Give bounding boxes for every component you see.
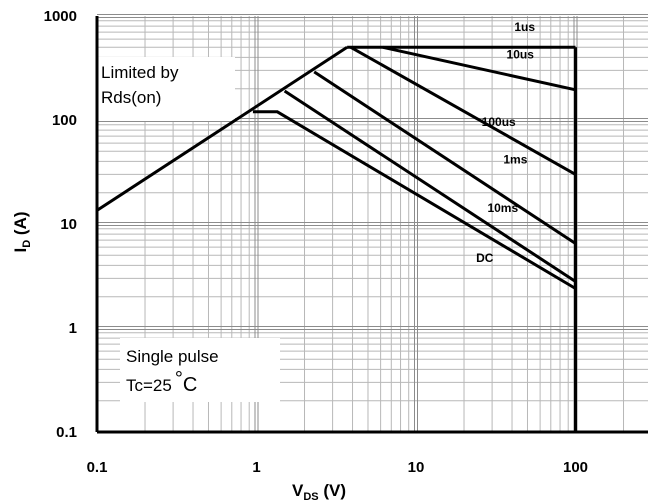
y-tick-label: 100 bbox=[52, 112, 77, 129]
series-line-limited-by-rds-on bbox=[96, 46, 348, 212]
tick-labels: 0.1 1 10 100 0.1 1 10 100 1000 bbox=[44, 8, 588, 476]
series-label-1us: 1us bbox=[514, 20, 535, 34]
y-tick-label: 10 bbox=[60, 216, 77, 233]
y-axis-title: ID (A) bbox=[11, 211, 33, 252]
x-tick-label: 1 bbox=[252, 459, 260, 476]
pulse-temp-value: Tc=25 bbox=[126, 376, 172, 395]
series-line-10us bbox=[382, 45, 576, 92]
series-label-10ms: 10ms bbox=[487, 201, 518, 215]
series-line-10ms bbox=[283, 89, 577, 283]
y-tick-label: 1000 bbox=[44, 8, 77, 25]
series-label-10us: 10us bbox=[507, 48, 535, 62]
x-tick-label: 10 bbox=[408, 459, 425, 476]
y-tick-label: 0.1 bbox=[56, 424, 77, 441]
pulse-note-line2: Tc=25 °C bbox=[126, 368, 197, 396]
y-tick-label: 1 bbox=[69, 320, 77, 337]
x-tick-label: 0.1 bbox=[87, 459, 108, 476]
series-line-100us bbox=[350, 45, 577, 176]
series-labels: 1us 10us 100us 1ms 10ms DC bbox=[476, 20, 535, 265]
x-tick-label: 100 bbox=[563, 459, 588, 476]
series-layer bbox=[96, 45, 577, 432]
limit-note-box bbox=[97, 57, 235, 121]
pulse-note-line1: Single pulse bbox=[126, 347, 219, 366]
limit-note-line1: Limited by bbox=[101, 63, 179, 82]
series-line-1ms bbox=[313, 70, 577, 245]
pulse-temp-unit: C bbox=[183, 374, 197, 396]
series-label-dc: DC bbox=[476, 251, 494, 265]
pulse-note-box bbox=[120, 338, 280, 402]
series-line-dc bbox=[252, 110, 577, 290]
x-axis-title: VDS (V) bbox=[292, 481, 346, 501]
limit-note-line2: Rds(on) bbox=[101, 88, 161, 107]
series-label-100us: 100us bbox=[482, 115, 516, 129]
pulse-degree-symbol: ° bbox=[175, 368, 183, 390]
series-label-1ms: 1ms bbox=[503, 153, 527, 167]
